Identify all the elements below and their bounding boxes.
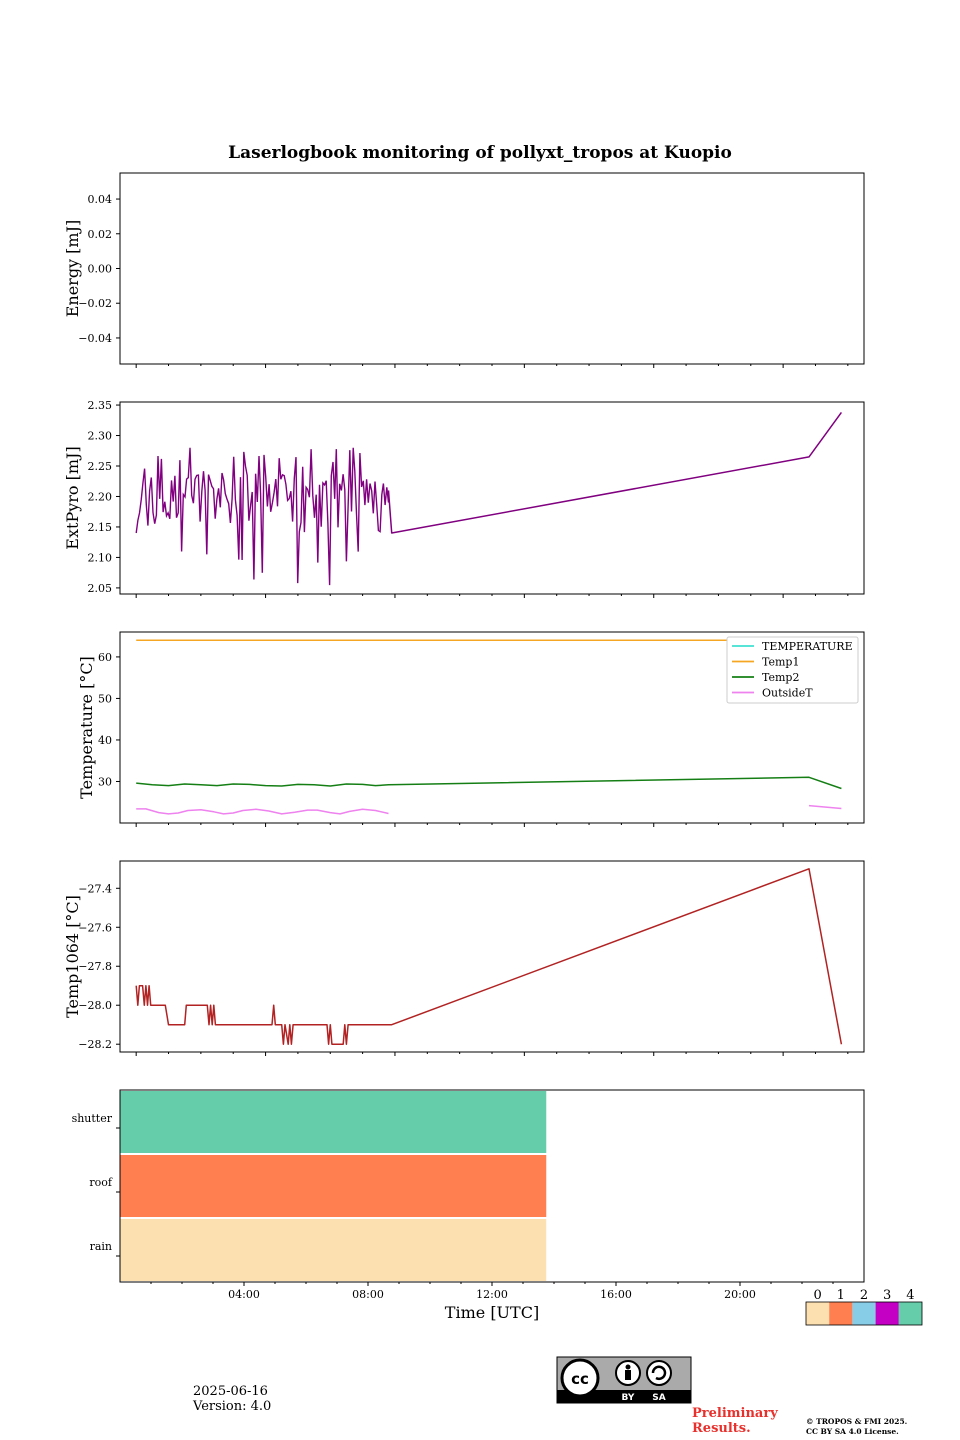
x-tick-label: 04:00: [228, 1288, 260, 1301]
data-line-outsidet: [808, 804, 842, 810]
colorbar-label-1: 1: [837, 1288, 845, 1303]
plot-area: [135, 868, 843, 1045]
y-axis-label: ExtPyro [mJ]: [63, 446, 82, 549]
preliminary-line-1: Preliminary: [692, 1406, 778, 1421]
colorbar-label-0: 0: [813, 1288, 821, 1303]
y-tick-label: 2.05: [88, 582, 113, 595]
y-tick-label: 2.15: [88, 521, 113, 534]
data-line-noisy: [135, 447, 390, 586]
y-tick-label: −28.2: [78, 1038, 112, 1051]
y-tick-label: 0.02: [88, 228, 113, 241]
y-tick-label: 30: [98, 775, 112, 788]
y-tick-label: 60: [98, 651, 112, 664]
legend-label: OutsideT: [762, 687, 813, 700]
legend-label: Temp2: [762, 671, 799, 684]
y-tick-label: shutter: [72, 1112, 113, 1125]
y-tick-label: rain: [90, 1240, 112, 1253]
plot-area: [135, 411, 843, 586]
plot-area: [136, 639, 842, 815]
x-tick-label: 20:00: [724, 1288, 756, 1301]
legend-label: TEMPERATURE: [762, 640, 853, 653]
y-tick-label: 2.10: [88, 551, 113, 564]
colorbar-label-4: 4: [906, 1288, 914, 1303]
chart-panel-5: rain roof shutter 04:00 08:00 12:00 16:00 20:00…: [72, 1089, 865, 1322]
preliminary-note: Preliminary Results.: [692, 1406, 778, 1436]
y-tick-label: 2.30: [88, 430, 113, 443]
footer-version: Version: 4.0: [193, 1399, 272, 1414]
y-tick-label: −0.04: [78, 332, 112, 345]
status-bar-roof: [120, 1155, 547, 1217]
y-tick-label: roof: [89, 1176, 113, 1189]
copyright-note: © TROPOS & FMI 2025. CC BY SA 4.0 Licens…: [806, 1417, 907, 1437]
y-tick-label: 40: [98, 734, 112, 747]
cc-by-sa-icon: cc BY SA: [556, 1356, 692, 1404]
colorbar-swatch-2: [852, 1302, 876, 1325]
cc-sa-label: SA: [652, 1393, 665, 1403]
data-line-series-1: [135, 868, 843, 1045]
cc-by-label: BY: [622, 1393, 635, 1403]
legend-label: Temp1: [762, 656, 799, 669]
footer-date-version: 2025-06-16 Version: 4.0: [193, 1384, 271, 1414]
footer-date: 2025-06-16: [193, 1384, 268, 1399]
colorbar-swatch-0: [806, 1302, 830, 1325]
y-tick-label: −27.6: [78, 921, 112, 934]
preliminary-line-2: Results.: [692, 1421, 751, 1436]
status-bar-shutter: [120, 1091, 547, 1153]
chart-panel-2: 2.05 2.10 2.15 2.20 2.25 2.30 2.35 ExtPyro [mJ]: [63, 399, 865, 598]
y-axis-label: Temperature [°C]: [77, 656, 96, 799]
x-tick-label: 12:00: [476, 1288, 508, 1301]
data-line-temp2: [136, 776, 842, 790]
colorbar-label-3: 3: [883, 1288, 891, 1303]
panel-frame: [119, 172, 865, 365]
y-tick-label: −28.0: [78, 999, 112, 1012]
colorbar-swatch-3: [875, 1302, 899, 1325]
data-line-series-1: [387, 411, 843, 534]
y-tick-label: −0.02: [78, 297, 112, 310]
y-tick-label: 0.04: [88, 193, 113, 206]
colorbar-label-2: 2: [860, 1288, 868, 1303]
y-tick-label: −27.4: [78, 882, 112, 895]
y-tick-label: 0.00: [88, 263, 113, 276]
chart-title: Laserlogbook monitoring of pollyxt_tropo…: [228, 143, 732, 163]
y-tick-label: 2.35: [88, 399, 113, 412]
svg-text:cc: cc: [571, 1370, 589, 1388]
chart-panels: −0.04 −0.02 0.00 0.02 0.04 Energy [mJ] 2.05 2.1…: [63, 172, 865, 1322]
y-tick-label: −27.8: [78, 960, 112, 973]
chart-panel-1: −0.04 −0.02 0.00 0.02 0.04 Energy [mJ]: [63, 172, 865, 368]
colorbar-frame: [805, 1301, 923, 1326]
status-bar-rain: [120, 1219, 547, 1281]
copyright-line-2: CC BY SA 4.0 License.: [806, 1427, 899, 1436]
y-tick-label: 2.25: [88, 460, 113, 473]
copyright-line-1: © TROPOS & FMI 2025.: [806, 1417, 908, 1426]
x-axis-label: Time [UTC]: [445, 1303, 539, 1322]
y-axis-label: Energy [mJ]: [63, 220, 82, 318]
x-tick-label: 08:00: [352, 1288, 384, 1301]
y-axis-label: Temp1064 [°C]: [63, 895, 82, 1018]
y-tick-label: 2.20: [88, 490, 113, 503]
colorbar-swatch-4: [898, 1302, 922, 1325]
colorbar-swatch-1: [829, 1302, 853, 1325]
data-line-outsidet: [136, 808, 389, 815]
legend: TEMPERATURE Temp1 Temp2 OutsideT: [726, 636, 859, 704]
y-tick-label: 50: [98, 692, 112, 705]
legend-box: [726, 636, 859, 704]
x-tick-label: 16:00: [600, 1288, 632, 1301]
